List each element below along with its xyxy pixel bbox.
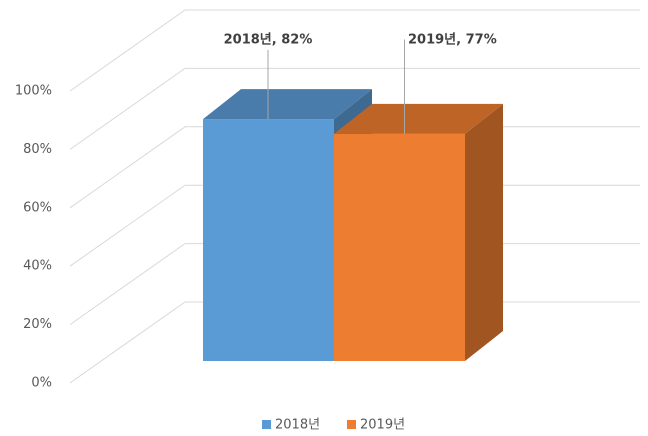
grid-line — [69, 67, 640, 150]
legend-swatch — [347, 420, 356, 429]
data-label: 2019년, 77% — [408, 33, 497, 48]
y-tick-label: 100% — [15, 84, 52, 99]
leader-line — [404, 39, 405, 134]
bar-top — [203, 89, 372, 120]
grid-line — [69, 9, 640, 92]
legend-label: 2019년 — [360, 418, 405, 433]
y-tick-label: 0% — [31, 376, 52, 391]
legend-label: 2018년 — [275, 418, 320, 433]
bar-top — [334, 103, 503, 134]
bar — [203, 119, 334, 361]
y-tick-label: 20% — [23, 317, 52, 332]
y-tick-label: 40% — [23, 259, 52, 274]
bar-side — [465, 103, 503, 361]
bar — [334, 133, 465, 361]
y-tick-label: 60% — [23, 200, 52, 215]
y-tick-label: 80% — [23, 142, 52, 157]
legend-swatch — [262, 420, 271, 429]
data-label: 2018년, 82% — [224, 33, 313, 48]
